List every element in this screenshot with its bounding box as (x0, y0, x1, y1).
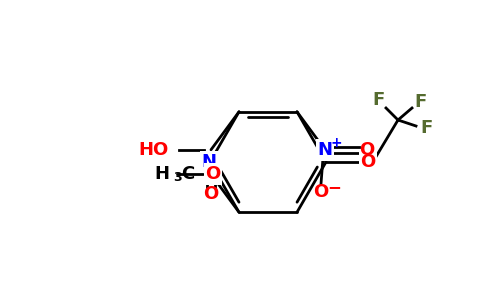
Text: HO: HO (139, 141, 169, 159)
Text: O: O (361, 153, 376, 171)
Text: +: + (330, 136, 342, 150)
Text: F: F (420, 119, 432, 137)
Text: C: C (181, 165, 194, 183)
Text: H: H (154, 165, 169, 183)
Text: N: N (318, 141, 333, 159)
Text: O: O (313, 183, 329, 201)
Text: 3: 3 (173, 171, 182, 184)
Text: O: O (360, 141, 375, 159)
Text: O: O (203, 185, 219, 203)
Text: F: F (414, 93, 426, 111)
Text: O: O (205, 165, 221, 183)
Text: −: − (327, 178, 341, 196)
Text: F: F (372, 91, 384, 109)
Text: N: N (201, 153, 216, 171)
